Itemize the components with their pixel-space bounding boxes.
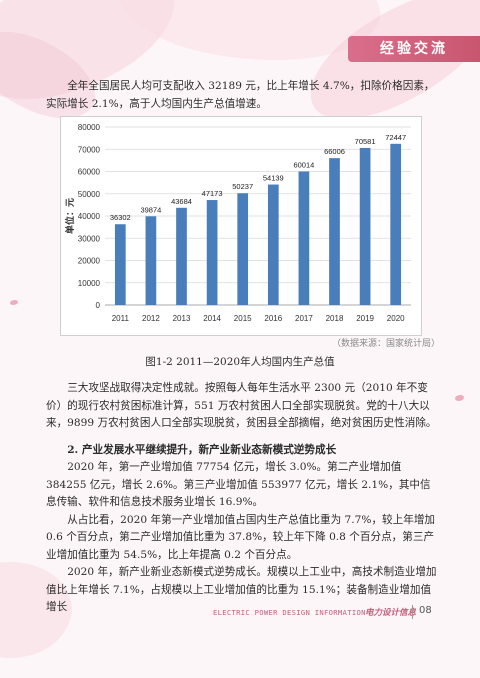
bar-value-label: 36302: [110, 213, 131, 222]
page-number: 08: [419, 605, 432, 616]
journal-name-en: ELECTRIC POWER DESIGN INFORMATION: [213, 608, 366, 617]
page-footer: ELECTRIC POWER DESIGN INFORMATION 电力设计信息…: [0, 605, 480, 625]
x-tick-label: 2018: [326, 314, 344, 323]
bar-value-label: 54139: [263, 174, 284, 183]
bar-2018: [329, 158, 340, 305]
y-tick-label: 30000: [78, 234, 101, 243]
paragraph-industry-share: 从占比看，2020 年第一产业增加值占国内生产总值比重为 7.7%，较上年增加 …: [46, 513, 436, 561]
y-tick-label: 50000: [78, 190, 101, 199]
bar-2013: [176, 207, 187, 305]
y-tick-label: 60000: [78, 168, 101, 177]
bar-2017: [298, 171, 310, 305]
y-tick-label: 80000: [78, 123, 101, 132]
x-tick-label: 2014: [203, 314, 221, 323]
bar-value-label: 60014: [293, 160, 314, 169]
journal-name-cn: 电力设计信息: [365, 608, 417, 618]
bar-value-label: 47173: [202, 189, 223, 198]
bar-2015: [237, 193, 249, 305]
bar-value-label: 43684: [171, 197, 192, 206]
bar-2011: [114, 224, 126, 305]
bar-value-label: 70581: [355, 137, 376, 146]
x-tick-label: 2015: [234, 314, 252, 323]
x-tick-label: 2011: [112, 314, 130, 323]
x-tick-label: 2017: [295, 314, 313, 323]
gdp-per-capita-chart: 0 10000 20000 30000 40000 50000 60000 70000 8000…: [60, 116, 422, 336]
x-tick-label: 2019: [356, 314, 374, 323]
bar-chart-svg: 0 10000 20000 30000 40000 50000 60000 70000 8000…: [64, 123, 411, 323]
y-axis-label: 单位：元: [64, 198, 76, 234]
bar-value-label: 66006: [324, 147, 345, 156]
bar-value-label: 72447: [385, 133, 406, 142]
petal-decoration: [10, 300, 18, 305]
y-tick-label: 10000: [78, 279, 101, 288]
figure-caption: 图1-2 2011—2020年人均国内生产总值: [145, 356, 335, 368]
bar-2019: [359, 147, 371, 305]
x-tick-label: 2013: [173, 314, 191, 323]
bar-value-label: 50237: [232, 182, 253, 191]
intro-text: 全年全国居民人均可支配收入 32189 元，比上年增长 4.7%，扣除价格因素，…: [46, 78, 440, 113]
bar-2012: [145, 216, 157, 305]
bar-2014: [206, 200, 218, 305]
bar-2016: [267, 184, 279, 305]
y-tick-label: 20000: [78, 257, 101, 266]
x-tick-label: 2016: [264, 314, 282, 323]
x-tick-label: 2020: [387, 314, 405, 323]
bar-value-label: 39874: [140, 205, 161, 214]
petal-decoration: [455, 395, 464, 401]
bar-2020: [390, 143, 402, 305]
figure-source: （数据来源：国家统计局）: [331, 339, 440, 349]
paragraph-new-industries: 2020 年，新产业新业态新模式逆势成长。规模以上工业中，高技术制造业增加值比上…: [46, 566, 437, 613]
y-tick-label: 0: [96, 301, 101, 310]
section-banner: 经验交流: [348, 36, 480, 62]
paragraph-industry-values: 2020 年，第一产业增加值 77754 亿元，增长 3.0%。第二产业增加值 …: [46, 461, 431, 508]
y-tick-label: 70000: [78, 145, 101, 154]
footer-divider: [412, 605, 413, 619]
intro-paragraph: 全年全国居民人均可支配收入 32189 元，比上年增长 4.7%，扣除价格因素，…: [46, 80, 435, 110]
section-heading: 2. 产业发展水平继续提升，新产业新业态新模式逆势成长: [67, 443, 337, 456]
body-text: 三大攻坚战取得决定性成就。按照每人每年生活水平 2300 元（2010 年不变价…: [46, 380, 440, 617]
y-tick-label: 40000: [78, 212, 101, 221]
paragraph-poverty: 三大攻坚战取得决定性成就。按照每人每年生活水平 2300 元（2010 年不变价…: [46, 382, 437, 429]
x-tick-label: 2012: [142, 314, 160, 323]
